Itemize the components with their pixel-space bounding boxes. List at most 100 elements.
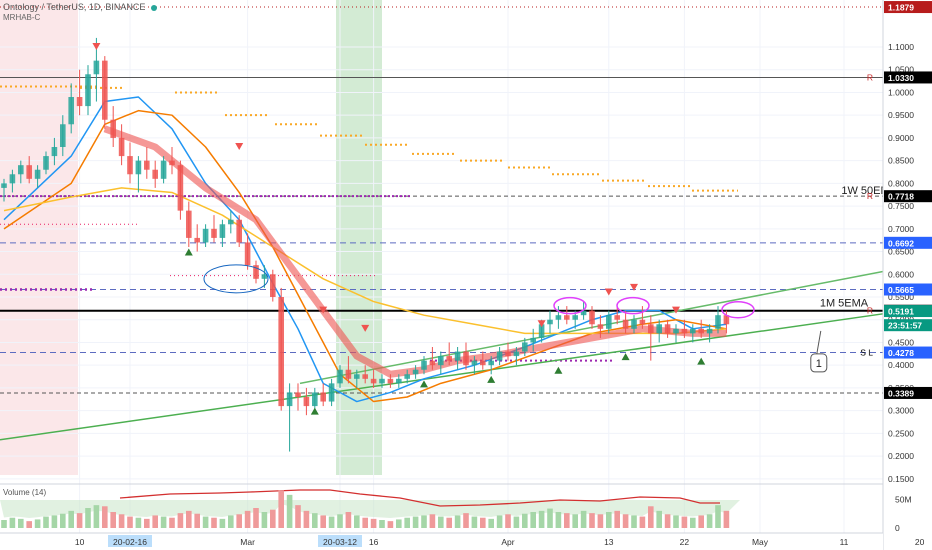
price-tag	[884, 71, 932, 84]
candle-body	[18, 165, 24, 175]
volume-bar	[606, 512, 612, 528]
volume-bar	[160, 516, 167, 528]
candle-body	[656, 324, 662, 334]
price-tick-label: 0.8500	[888, 156, 914, 166]
volume-bar	[362, 517, 368, 528]
volume-bar	[648, 506, 654, 528]
candle-body	[228, 219, 234, 225]
volume-bar	[387, 521, 394, 528]
volume-bar	[488, 518, 494, 528]
volume-bar	[706, 514, 713, 528]
volume-bar	[60, 513, 66, 528]
ema-line-ema_fast	[3, 96, 727, 403]
candle-body	[219, 224, 226, 238]
candle-body	[715, 315, 721, 329]
volume-bar	[135, 517, 142, 528]
candle-body	[597, 324, 604, 329]
time-tick-label: 13	[604, 537, 614, 547]
volume-bar	[177, 513, 184, 528]
sell-signal-marker	[630, 283, 638, 291]
candle-body	[312, 392, 318, 407]
candle-body	[673, 328, 679, 334]
volume-bar	[328, 516, 335, 528]
candle-body	[589, 310, 595, 325]
volume-bar	[547, 508, 553, 528]
price-axis[interactable]: 1.1000 1.0500 1.0000 0.9500 0.9000 0.8500 0.80…	[860, 0, 932, 550]
candle-body	[480, 360, 486, 366]
candle-body	[186, 210, 192, 238]
volume-bar	[555, 512, 562, 528]
volume-bar	[202, 516, 209, 528]
volume-tick-label: 50M	[895, 494, 912, 504]
time-tick-label: 11	[840, 537, 849, 547]
volume-bar	[1, 520, 7, 528]
volume-band	[0, 500, 740, 519]
time-tick-label: May	[752, 537, 769, 547]
sell-signal-marker	[604, 288, 613, 296]
candle-body	[244, 242, 251, 266]
price-tick-label: 0.9500	[888, 110, 914, 120]
candle-body	[1, 183, 7, 188]
candle-body	[664, 324, 671, 334]
candle-body	[278, 296, 284, 407]
candle-body	[631, 319, 637, 329]
time-tick-label: 22	[680, 537, 690, 547]
candle-body	[303, 396, 310, 407]
candle-body	[538, 324, 545, 338]
price-tag-label: 1.0330	[888, 73, 914, 83]
volume-bar	[622, 514, 629, 528]
candle-body	[438, 356, 444, 366]
level-marker-label: R	[867, 306, 873, 316]
time-tick-label: 16	[369, 537, 379, 547]
volume-bar	[144, 518, 150, 528]
volume-bar	[656, 510, 662, 528]
volume-label: Volume (14)	[3, 488, 47, 497]
candle-body	[370, 378, 377, 384]
volume-bar	[690, 517, 696, 528]
volume-bar	[396, 519, 402, 528]
candle-body	[606, 315, 612, 329]
candle-body	[412, 369, 419, 375]
callout-box	[810, 353, 828, 373]
volume-bar	[505, 514, 511, 528]
volume-bar	[43, 516, 49, 528]
volume-bar	[538, 510, 545, 528]
magenta-highlight-ellipse	[616, 296, 650, 315]
time-tick-label: 20	[915, 537, 925, 547]
price-tick-label: 0.6500	[888, 247, 914, 257]
price-tag-label: 0.3389	[888, 388, 914, 398]
indicator-label: MRHAB-C	[3, 13, 41, 22]
candle-body	[211, 228, 217, 238]
time-axis-background	[0, 533, 883, 550]
candle-body	[564, 315, 570, 320]
price-tag-label: 1.1879	[888, 3, 914, 13]
candle-body	[93, 60, 100, 75]
volume-bar	[93, 505, 100, 528]
candle-body	[34, 169, 41, 179]
candle-body	[580, 310, 587, 316]
volume-bar	[480, 517, 486, 528]
volume-bar	[51, 515, 58, 528]
volume-bar	[530, 512, 536, 528]
candle-body	[681, 328, 688, 334]
candle-body	[43, 156, 49, 170]
candle-body	[471, 360, 478, 366]
volume-bar	[412, 516, 419, 528]
price-tick-label: 0.2000	[888, 451, 914, 461]
candle-body	[429, 360, 436, 366]
volume-bar	[681, 516, 688, 528]
volume-bar	[127, 516, 133, 528]
price-tag	[884, 319, 932, 332]
candle-body	[60, 124, 66, 147]
volume-bar	[18, 518, 24, 528]
volume-bar	[597, 514, 604, 528]
volume-bar	[253, 508, 259, 528]
candle-body	[160, 160, 167, 179]
price-axis-background	[883, 0, 932, 550]
volume-bar	[673, 515, 679, 528]
volume-bar	[244, 510, 251, 528]
volume-bar	[379, 520, 385, 528]
candle-body	[572, 315, 578, 320]
time-tick-label: 10	[75, 537, 85, 547]
